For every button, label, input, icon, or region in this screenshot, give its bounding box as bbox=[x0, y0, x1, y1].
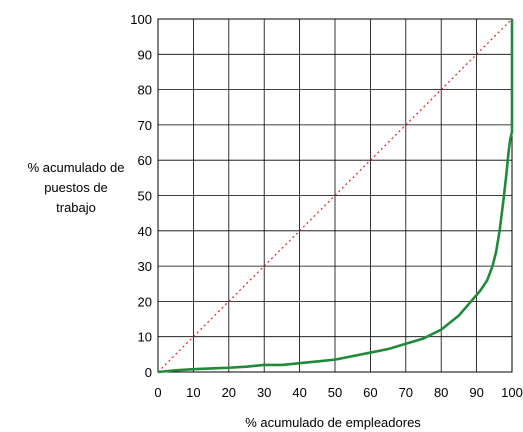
y-tick-label: 20 bbox=[138, 294, 152, 309]
y-axis-label-line-3: trabajo bbox=[56, 200, 96, 215]
y-tick-label: 40 bbox=[138, 224, 152, 239]
plot-frame bbox=[157, 18, 513, 373]
y-axis-label-line-2: puestos de bbox=[44, 180, 108, 195]
x-tick-label: 70 bbox=[399, 385, 413, 400]
x-tick-label: 10 bbox=[186, 385, 200, 400]
x-tick-label: 20 bbox=[222, 385, 236, 400]
grid bbox=[157, 18, 513, 373]
lorenz-curve bbox=[157, 19, 514, 374]
y-tick-label: 60 bbox=[138, 153, 152, 168]
y-axis-label-line-1: % acumulado de bbox=[28, 160, 125, 175]
x-tick-label: 100 bbox=[501, 385, 523, 400]
x-tick-label: 90 bbox=[469, 385, 483, 400]
x-tick-label: 80 bbox=[434, 385, 448, 400]
series-layer bbox=[157, 18, 514, 374]
x-tick-label: 30 bbox=[257, 385, 271, 400]
x-tick-label: 0 bbox=[154, 385, 161, 400]
y-tick-label: 70 bbox=[138, 118, 152, 133]
y-tick-label: 0 bbox=[145, 365, 152, 380]
x-tick-label: 60 bbox=[363, 385, 377, 400]
x-axis-label: % acumulado de empleadores bbox=[245, 415, 421, 430]
y-tick-label: 100 bbox=[130, 12, 152, 27]
x-tick-labels: 0 10 20 30 40 50 60 70 80 90 100 bbox=[154, 385, 522, 400]
y-tick-label: 10 bbox=[138, 330, 152, 345]
y-tick-label: 30 bbox=[138, 259, 152, 274]
equality-line bbox=[157, 18, 513, 373]
y-tick-labels: 0 10 20 30 40 50 60 70 80 90 100 bbox=[130, 12, 152, 380]
x-tick-label: 50 bbox=[328, 385, 342, 400]
y-tick-label: 50 bbox=[138, 189, 152, 204]
y-tick-label: 90 bbox=[138, 47, 152, 62]
y-tick-label: 80 bbox=[138, 83, 152, 98]
x-tick-label: 40 bbox=[292, 385, 306, 400]
